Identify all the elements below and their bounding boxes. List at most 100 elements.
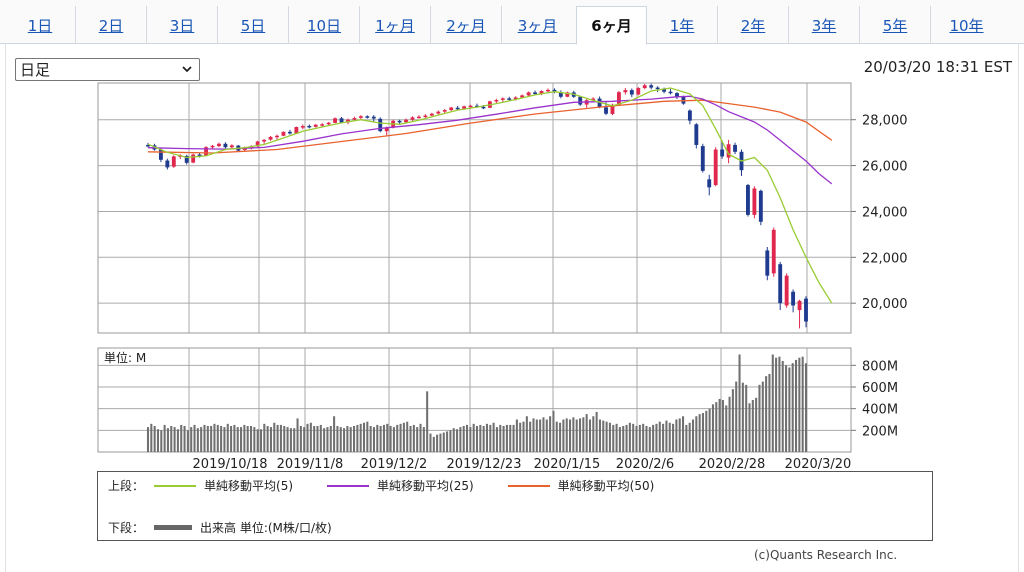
- tab-1-year[interactable]: 1年: [647, 6, 718, 44]
- candle-body: [417, 116, 421, 119]
- volume-bar: [462, 426, 465, 452]
- volume-bar: [412, 424, 415, 452]
- candle-body: [313, 124, 318, 127]
- period-select-value: 日足: [20, 61, 51, 79]
- tab-2-days[interactable]: 2日: [76, 6, 147, 44]
- volume-bar: [522, 421, 525, 452]
- candle-body: [326, 122, 331, 125]
- volume-bar: [356, 424, 359, 452]
- candle-body: [455, 107, 460, 110]
- volume-bar: [489, 424, 492, 452]
- candle-body: [746, 185, 750, 215]
- volume-bar: [233, 424, 236, 452]
- tab-10-days[interactable]: 10日: [289, 6, 360, 44]
- tab-2-months[interactable]: 2ヶ月: [431, 6, 502, 44]
- volume-bar: [592, 416, 595, 452]
- volume-bar: [602, 420, 605, 452]
- volume-bar: [582, 417, 585, 452]
- volume-bar: [153, 426, 156, 452]
- volume-bar: [549, 416, 552, 452]
- volume-bar: [635, 426, 638, 452]
- date-axis-label: 2019/10/18: [193, 457, 268, 472]
- volume-bar: [402, 422, 405, 452]
- volume-bar: [565, 418, 568, 452]
- ma25-line: [147, 95, 833, 185]
- volume-bar: [665, 420, 668, 452]
- volume-bar: [146, 427, 150, 452]
- candle-body: [526, 92, 531, 96]
- date-axis-label: 2019/12/23: [447, 457, 522, 472]
- tab-5-years[interactable]: 5年: [860, 6, 931, 44]
- volume-bar: [708, 408, 711, 452]
- volume-bar: [539, 419, 542, 452]
- tab-10-years[interactable]: 10年: [949, 16, 984, 35]
- volume-bar: [761, 381, 764, 452]
- volume-axis-tick-label: 200M: [862, 424, 898, 439]
- legend-ma25-label: 単純移動平均(25): [377, 479, 474, 493]
- volume-bar: [572, 417, 575, 452]
- volume-bar: [688, 422, 691, 452]
- volume-bar: [339, 427, 342, 452]
- tab-3-months[interactable]: 3ヶ月: [517, 16, 558, 35]
- volume-bar: [193, 424, 196, 452]
- tab-1-day[interactable]: 1日: [5, 6, 76, 44]
- volume-bar: [449, 430, 452, 452]
- volume-bar: [333, 416, 336, 452]
- candle-body: [694, 124, 699, 145]
- volume-bar: [622, 426, 625, 452]
- candle-body: [210, 145, 215, 148]
- volume-bar: [319, 424, 322, 452]
- volume-bar: [672, 423, 675, 452]
- tab-5-days[interactable]: 5日: [218, 6, 289, 44]
- volume-bar: [316, 426, 319, 452]
- candle-body: [184, 155, 189, 163]
- volume-bar: [386, 423, 389, 452]
- candle-body: [268, 136, 273, 140]
- volume-bar: [705, 410, 708, 452]
- candle-body: [533, 92, 537, 95]
- candle-body: [346, 119, 350, 123]
- tab-3-days[interactable]: 3日: [147, 6, 218, 44]
- volume-bar: [326, 427, 329, 452]
- volume-bar: [439, 433, 442, 452]
- candle-body: [720, 149, 725, 157]
- candle-body: [320, 124, 325, 126]
- legend-volume-swatch: [154, 525, 193, 530]
- volume-bar: [299, 426, 302, 452]
- legend-lower-row: 下段： 出来高 単位:(M株/口/枚): [108, 519, 332, 536]
- volume-axis-tick-label: 600M: [862, 381, 898, 396]
- candle-body: [287, 131, 292, 134]
- volume-bar: [472, 423, 475, 452]
- candle-body: [165, 160, 170, 168]
- tab-6-months[interactable]: 6ヶ月: [576, 6, 647, 45]
- volume-bar: [150, 423, 153, 452]
- date-axis-label: 2020/2/28: [699, 457, 766, 472]
- candle-body: [707, 179, 712, 188]
- volume-bar: [426, 391, 429, 452]
- volume-bar: [200, 427, 203, 452]
- volume-bar: [751, 400, 754, 452]
- tab-2-years[interactable]: 2年: [718, 6, 789, 44]
- volume-bar: [605, 421, 608, 452]
- candle-body: [591, 98, 596, 101]
- volume-bar: [615, 423, 618, 452]
- candle-body: [468, 105, 473, 108]
- candle-body: [275, 135, 279, 138]
- date-axis-label: 2019/12/2: [361, 457, 428, 472]
- candle-period-select[interactable]: 日足: [15, 58, 200, 81]
- candle-body: [494, 99, 499, 102]
- volume-bar: [685, 424, 688, 452]
- volume-bar: [203, 424, 206, 452]
- volume-bar: [213, 423, 216, 452]
- volume-bar: [382, 424, 385, 452]
- volume-bar: [303, 427, 306, 452]
- legend-upper-label: 上段：: [108, 479, 145, 493]
- volume-bar: [359, 423, 362, 452]
- tab-1-month[interactable]: 1ヶ月: [360, 6, 431, 44]
- candle-body: [578, 96, 583, 105]
- tab-3-years[interactable]: 3年: [789, 6, 860, 44]
- volume-bar: [366, 421, 369, 452]
- volume-bar: [452, 428, 455, 452]
- candle-body: [429, 113, 434, 116]
